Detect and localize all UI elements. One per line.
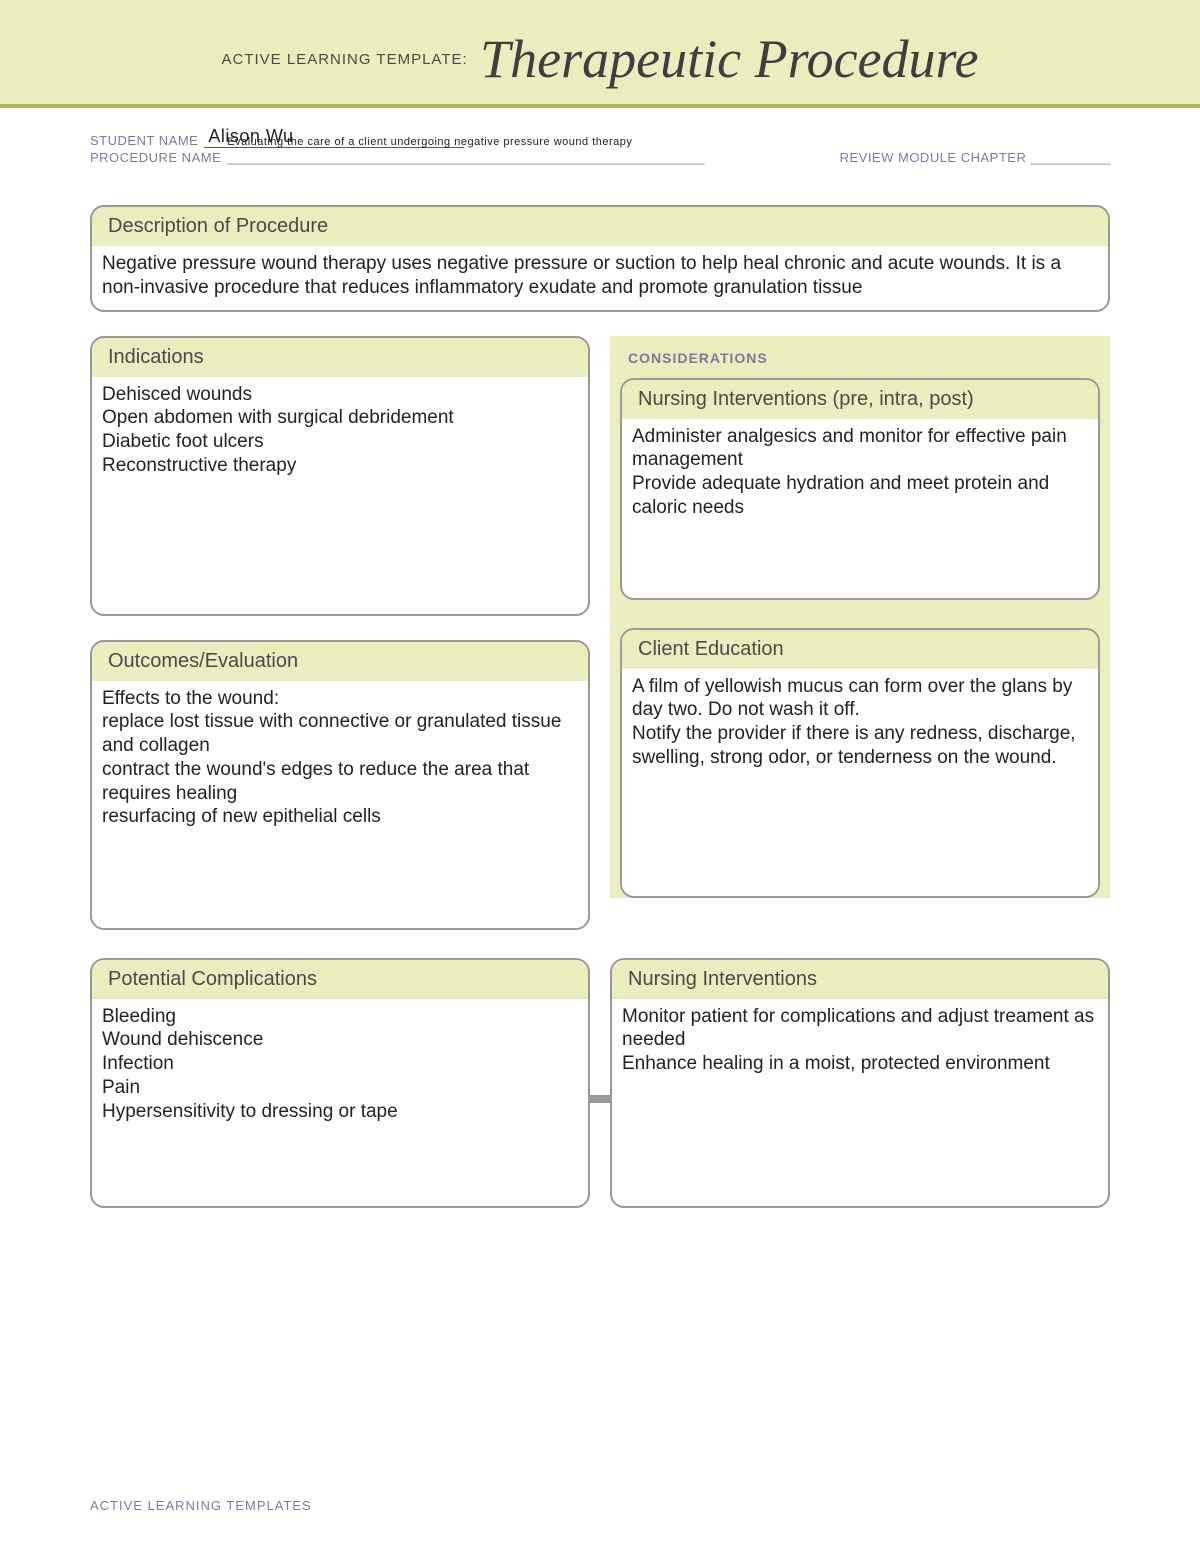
complications-body: Bleeding Wound dehiscence Infection Pain…: [92, 999, 588, 1134]
outcomes-title: Outcomes/Evaluation: [92, 642, 588, 681]
nursing-interventions-title: Nursing Interventions: [612, 960, 1108, 999]
content-area: Description of Procedure Negative pressu…: [0, 165, 1200, 1232]
meta-block: STUDENT NAME Alison Wu PROCEDURE NAME Ev…: [0, 108, 1200, 165]
complications-title: Potential Complications: [92, 960, 588, 999]
procedure-name-field[interactable]: Evaluating the care of a client undergoi…: [227, 136, 632, 148]
nursing-pre-body: Administer analgesics and monitor for ef…: [622, 419, 1098, 530]
considerations-label: CONSIDERATIONS: [620, 346, 1100, 378]
client-ed-card: Client Education A film of yellowish muc…: [620, 628, 1100, 898]
procedure-underline: ________________________________________…: [227, 150, 704, 165]
description-card: Description of Procedure Negative pressu…: [90, 205, 1110, 312]
review-chapter-label: REVIEW MODULE CHAPTER: [840, 150, 1027, 165]
nursing-interventions-body: Monitor patient for complications and ad…: [612, 999, 1108, 1086]
nursing-pre-title: Nursing Interventions (pre, intra, post): [622, 380, 1098, 419]
description-title: Description of Procedure: [92, 207, 1108, 246]
banner: ACTIVE LEARNING TEMPLATE: Therapeutic Pr…: [0, 0, 1200, 108]
nursing-pre-card: Nursing Interventions (pre, intra, post)…: [620, 378, 1100, 600]
connector-bar: [590, 1095, 610, 1103]
banner-title: Therapeutic Procedure: [480, 29, 978, 89]
review-chapter-underline: ___________: [1030, 150, 1110, 165]
nursing-interventions-card: Nursing Interventions Monitor patient fo…: [610, 958, 1110, 1208]
indications-title: Indications: [92, 338, 588, 377]
student-name-label: STUDENT NAME: [90, 133, 198, 148]
client-ed-title: Client Education: [622, 630, 1098, 669]
footer-text: ACTIVE LEARNING TEMPLATES: [90, 1498, 312, 1513]
outcomes-body: Effects to the wound: replace lost tissu…: [92, 681, 588, 840]
client-ed-body: A film of yellowish mucus can form over …: [622, 669, 1098, 780]
procedure-name-label: PROCEDURE NAME: [90, 150, 221, 165]
description-body: Negative pressure wound therapy uses neg…: [92, 246, 1108, 310]
complications-card: Potential Complications Bleeding Wound d…: [90, 958, 590, 1208]
considerations-panel: CONSIDERATIONS Nursing Interventions (pr…: [610, 336, 1110, 898]
indications-body: Dehisced wounds Open abdomen with surgic…: [92, 377, 588, 488]
banner-prefix: ACTIVE LEARNING TEMPLATE:: [222, 51, 468, 68]
outcomes-card: Outcomes/Evaluation Effects to the wound…: [90, 640, 590, 930]
indications-card: Indications Dehisced wounds Open abdomen…: [90, 336, 590, 616]
